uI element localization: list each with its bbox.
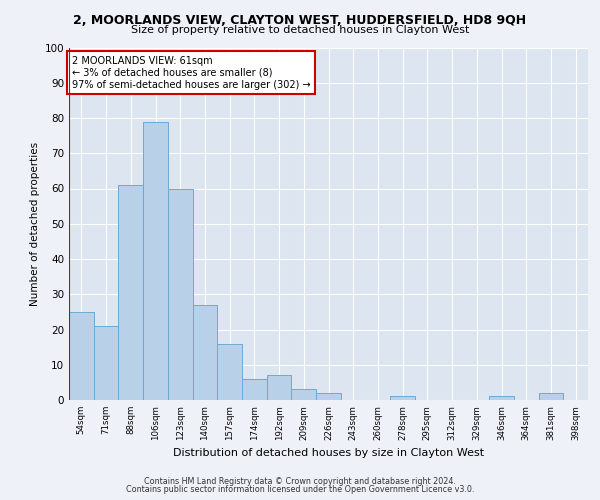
Bar xyxy=(316,393,341,400)
Bar xyxy=(217,344,242,400)
Text: Size of property relative to detached houses in Clayton West: Size of property relative to detached ho… xyxy=(131,25,469,35)
Bar xyxy=(489,396,514,400)
Bar xyxy=(118,185,143,400)
Bar xyxy=(168,188,193,400)
Bar xyxy=(390,396,415,400)
Bar xyxy=(94,326,118,400)
Bar xyxy=(193,305,217,400)
Bar xyxy=(69,312,94,400)
Bar xyxy=(242,379,267,400)
Text: 2 MOORLANDS VIEW: 61sqm
← 3% of detached houses are smaller (8)
97% of semi-deta: 2 MOORLANDS VIEW: 61sqm ← 3% of detached… xyxy=(71,56,310,90)
Bar xyxy=(539,393,563,400)
Bar xyxy=(292,390,316,400)
Bar xyxy=(143,122,168,400)
Text: 2, MOORLANDS VIEW, CLAYTON WEST, HUDDERSFIELD, HD8 9QH: 2, MOORLANDS VIEW, CLAYTON WEST, HUDDERS… xyxy=(73,14,527,27)
Y-axis label: Number of detached properties: Number of detached properties xyxy=(31,142,40,306)
Bar xyxy=(267,376,292,400)
X-axis label: Distribution of detached houses by size in Clayton West: Distribution of detached houses by size … xyxy=(173,448,484,458)
Text: Contains HM Land Registry data © Crown copyright and database right 2024.: Contains HM Land Registry data © Crown c… xyxy=(144,477,456,486)
Text: Contains public sector information licensed under the Open Government Licence v3: Contains public sector information licen… xyxy=(126,485,474,494)
